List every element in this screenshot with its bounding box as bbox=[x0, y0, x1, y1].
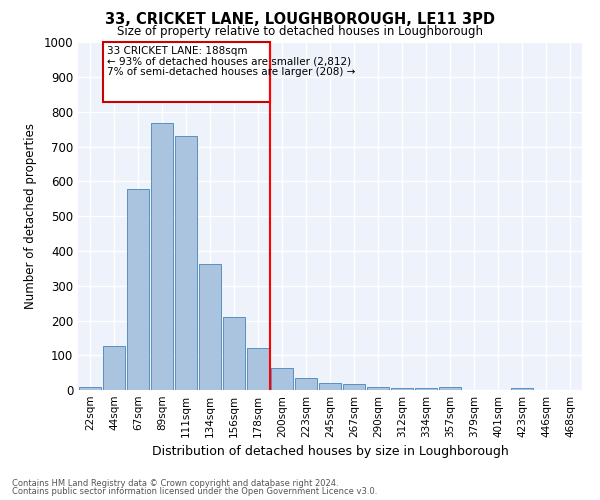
Bar bbox=[271, 368, 293, 390]
Bar bbox=[367, 386, 389, 390]
Bar bbox=[439, 387, 461, 390]
Bar bbox=[127, 189, 149, 390]
Text: 33, CRICKET LANE, LOUGHBOROUGH, LE11 3PD: 33, CRICKET LANE, LOUGHBOROUGH, LE11 3PD bbox=[105, 12, 495, 28]
Bar bbox=[391, 388, 413, 390]
FancyBboxPatch shape bbox=[103, 42, 270, 102]
Text: Size of property relative to detached houses in Loughborough: Size of property relative to detached ho… bbox=[117, 25, 483, 38]
Bar bbox=[175, 136, 197, 390]
Text: Contains public sector information licensed under the Open Government Licence v3: Contains public sector information licen… bbox=[12, 487, 377, 496]
Bar bbox=[343, 384, 365, 390]
Bar bbox=[199, 264, 221, 390]
Bar bbox=[511, 388, 533, 390]
Bar bbox=[151, 123, 173, 390]
Bar bbox=[319, 383, 341, 390]
Text: 7% of semi-detached houses are larger (208) →: 7% of semi-detached houses are larger (2… bbox=[107, 67, 355, 77]
Bar bbox=[103, 346, 125, 390]
X-axis label: Distribution of detached houses by size in Loughborough: Distribution of detached houses by size … bbox=[152, 446, 508, 458]
Bar bbox=[295, 378, 317, 390]
Text: 33 CRICKET LANE: 188sqm: 33 CRICKET LANE: 188sqm bbox=[107, 46, 247, 56]
Y-axis label: Number of detached properties: Number of detached properties bbox=[23, 123, 37, 309]
Bar bbox=[415, 388, 437, 390]
Bar bbox=[247, 348, 269, 390]
Bar bbox=[223, 317, 245, 390]
Text: Contains HM Land Registry data © Crown copyright and database right 2024.: Contains HM Land Registry data © Crown c… bbox=[12, 478, 338, 488]
Text: ← 93% of detached houses are smaller (2,812): ← 93% of detached houses are smaller (2,… bbox=[107, 56, 351, 66]
Bar bbox=[79, 386, 101, 390]
